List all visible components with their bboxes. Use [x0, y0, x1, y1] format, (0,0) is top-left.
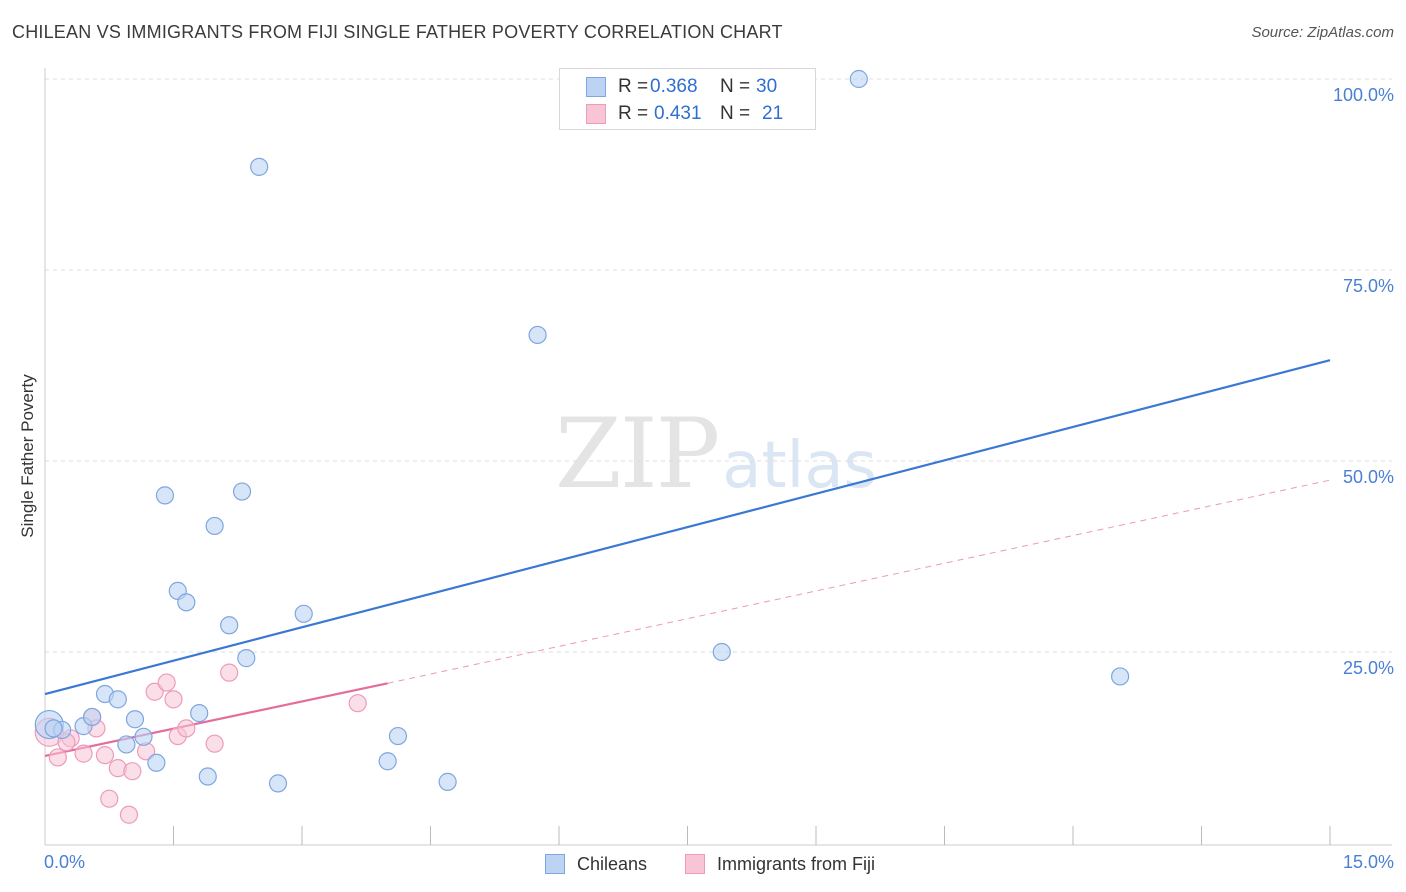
chileans-point — [198, 767, 217, 786]
n-label: N = — [720, 103, 751, 124]
fiji-point — [95, 746, 115, 765]
stats-legend: R = 0.368 N = 30 R = 0.431 N = 21 — [559, 68, 816, 130]
chileans-point — [134, 727, 153, 746]
stats-row-fiji: R = 0.431 N = 21 — [586, 102, 783, 126]
chileans-point — [232, 482, 252, 501]
chileans-point — [177, 593, 196, 612]
chileans-point — [108, 690, 127, 709]
trend-lines — [44, 359, 1331, 757]
gridlines — [45, 78, 1392, 653]
chileans-point — [378, 752, 397, 771]
stats-row-chileans: R = 0.368 N = 30 — [586, 75, 777, 99]
y-tick-label-25: 25.0% — [1342, 658, 1394, 678]
fiji-point — [157, 673, 176, 692]
chileans-point — [268, 774, 288, 793]
chileans-swatch — [586, 77, 606, 97]
y-tick-label-75: 75.0% — [1342, 276, 1394, 296]
axes — [44, 68, 1392, 846]
source-label: Source: ZipAtlas.com — [1251, 24, 1394, 41]
fiji-trend-line — [44, 682, 388, 757]
watermark-zip: ZIP — [555, 398, 720, 510]
fiji-legend-label: Immigrants from Fiji — [717, 853, 876, 874]
data-points — [34, 69, 1130, 824]
chileans-legend-swatch — [545, 854, 565, 874]
fiji-point — [48, 748, 67, 767]
y-axis-label: Single Father Poverty — [18, 374, 37, 538]
n-value: 21 — [762, 103, 784, 124]
chileans-point — [294, 604, 313, 623]
fiji-legend-swatch — [685, 854, 705, 874]
chileans-trend-line — [44, 359, 1331, 696]
fiji-point — [123, 762, 142, 781]
watermark-atlas: atlas — [722, 429, 877, 503]
fiji-point — [177, 719, 196, 738]
chileans-point — [44, 719, 63, 738]
r-label: R = — [618, 76, 649, 97]
n-value: 30 — [756, 76, 778, 97]
x-tick-label-min: 0.0% — [44, 852, 86, 872]
fiji-point — [100, 789, 119, 808]
fiji-point — [74, 744, 93, 763]
r-label: R = — [618, 103, 649, 124]
fiji-trend-line-extrapolated — [387, 479, 1331, 684]
fiji-swatch — [586, 104, 606, 124]
chileans-point — [1111, 667, 1130, 686]
fiji-point — [348, 694, 367, 713]
r-value: 0.368 — [650, 76, 698, 97]
legend-item-chileans: Chileans — [545, 852, 647, 876]
chileans-point — [83, 707, 102, 727]
y-tick-label-50: 50.0% — [1342, 467, 1394, 487]
chileans-point — [147, 753, 166, 772]
legend-item-fiji: Immigrants from Fiji — [685, 852, 875, 876]
fiji-point — [145, 682, 164, 701]
chileans-point — [220, 616, 239, 635]
chileans-point — [388, 726, 408, 746]
chileans-point — [155, 486, 175, 505]
fiji-point — [164, 690, 183, 709]
chileans-legend-label: Chileans — [577, 853, 648, 874]
n-label: N = — [720, 76, 751, 97]
chileans-point — [117, 735, 136, 754]
chileans-point — [190, 704, 209, 723]
chileans-point — [205, 516, 224, 536]
chileans-point — [849, 69, 868, 89]
r-value: 0.431 — [654, 103, 702, 124]
chileans-point — [528, 325, 547, 345]
x-tick-label-max: 15.0% — [1342, 852, 1394, 872]
watermark: ZIPatlas — [555, 398, 877, 510]
chart-title: CHILEAN VS IMMIGRANTS FROM FIJI SINGLE F… — [12, 22, 783, 42]
fiji-point — [205, 734, 224, 753]
chileans-point — [237, 649, 256, 668]
fiji-point — [220, 663, 239, 682]
chileans-point — [438, 772, 457, 791]
fiji-point — [119, 805, 139, 824]
chileans-point — [250, 157, 269, 176]
chileans-point — [125, 710, 145, 729]
chileans-point — [712, 642, 731, 662]
y-tick-label-100: 100.0% — [1332, 85, 1394, 105]
